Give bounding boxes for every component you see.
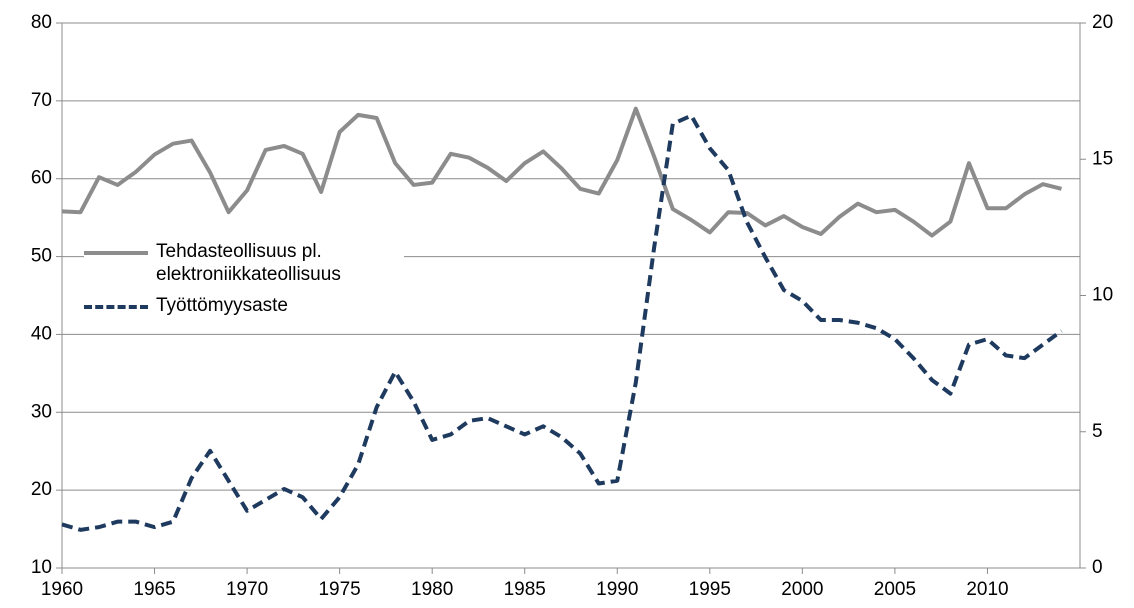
y-tick-label: 20 [31,479,52,500]
legend-item: Työttömyysaste [84,294,404,317]
legend-label: Työttömyysaste [156,295,288,316]
series-line [61,106,1062,238]
y2-tick-label: 15 [1092,148,1113,169]
legend: Tehdasteollisuus pl. elektroniikkateolli… [84,240,404,325]
y-tick-label: 50 [31,246,52,267]
y2-tick-label: 10 [1092,285,1113,306]
x-tick-label: 1980 [411,579,453,600]
x-tick-label: 1960 [41,579,83,600]
y2-tick-label: 20 [1092,12,1113,33]
series-line [61,113,1063,532]
y2-tick-label: 0 [1092,557,1103,578]
x-tick-label: 1985 [504,579,546,600]
x-tick-label: 2000 [781,579,823,600]
x-tick-label: 1995 [689,579,731,600]
x-tick-label: 1990 [596,579,638,600]
legend-label: Tehdasteollisuus pl. elektroniikkateolli… [156,241,341,285]
x-tick-label: 1975 [318,579,360,600]
y-tick-label: 40 [31,323,52,344]
legend-swatch [84,251,148,255]
y-tick-label: 10 [31,557,52,578]
legend-swatch [84,305,148,309]
x-tick-label: 2005 [874,579,916,600]
y-tick-label: 70 [31,90,52,111]
legend-item: Tehdasteollisuus pl. elektroniikkateolli… [84,240,404,286]
y-tick-label: 80 [31,12,52,33]
y-tick-label: 30 [31,401,52,422]
x-tick-label: 2010 [966,579,1008,600]
x-tick-label: 1970 [226,579,268,600]
x-tick-label: 1965 [133,579,175,600]
y-tick-label: 60 [31,168,52,189]
y2-tick-label: 5 [1092,421,1103,442]
